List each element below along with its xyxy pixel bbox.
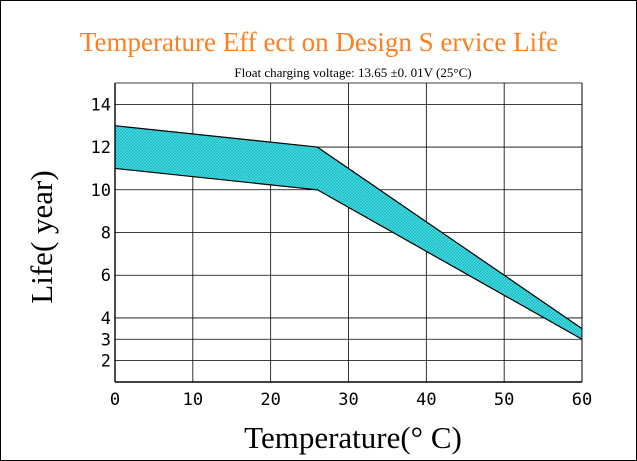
x-tick-label: 50	[494, 390, 514, 410]
chart-subtitle: Float charging voltage: 13.65 ±0. 01V (2…	[234, 65, 471, 80]
y-axis-label: Life( year)	[24, 170, 59, 303]
y-tick-label: 12	[91, 138, 111, 158]
x-tick-label: 40	[416, 390, 436, 410]
y-tick-label: 6	[101, 266, 111, 286]
x-axis-label: Temperature(° C)	[244, 420, 462, 455]
chart-title: Temperature Eff ect on Design S ervice L…	[80, 27, 558, 57]
x-tick-label: 10	[183, 390, 203, 410]
y-tick-label: 4	[101, 309, 111, 329]
x-tick-label: 30	[338, 390, 358, 410]
y-tick-label: 14	[91, 95, 111, 115]
y-tick-label: 3	[101, 330, 111, 350]
x-tick-label: 60	[572, 390, 592, 410]
y-tick-label: 10	[91, 181, 111, 201]
y-tick-label: 2	[101, 352, 111, 372]
x-tick-label: 20	[260, 390, 280, 410]
grid	[114, 82, 583, 382]
y-tick-label: 8	[101, 224, 111, 244]
x-tick-label: 0	[110, 390, 120, 410]
life-band	[114, 125, 583, 340]
life-band-area	[115, 125, 582, 340]
upper-series-line	[114, 125, 583, 330]
tick-labels: 0 10 20 30 40 50 60 234 6 8 10 12 14	[91, 95, 593, 410]
lower-series-line	[114, 167, 583, 340]
axes	[114, 83, 583, 383]
